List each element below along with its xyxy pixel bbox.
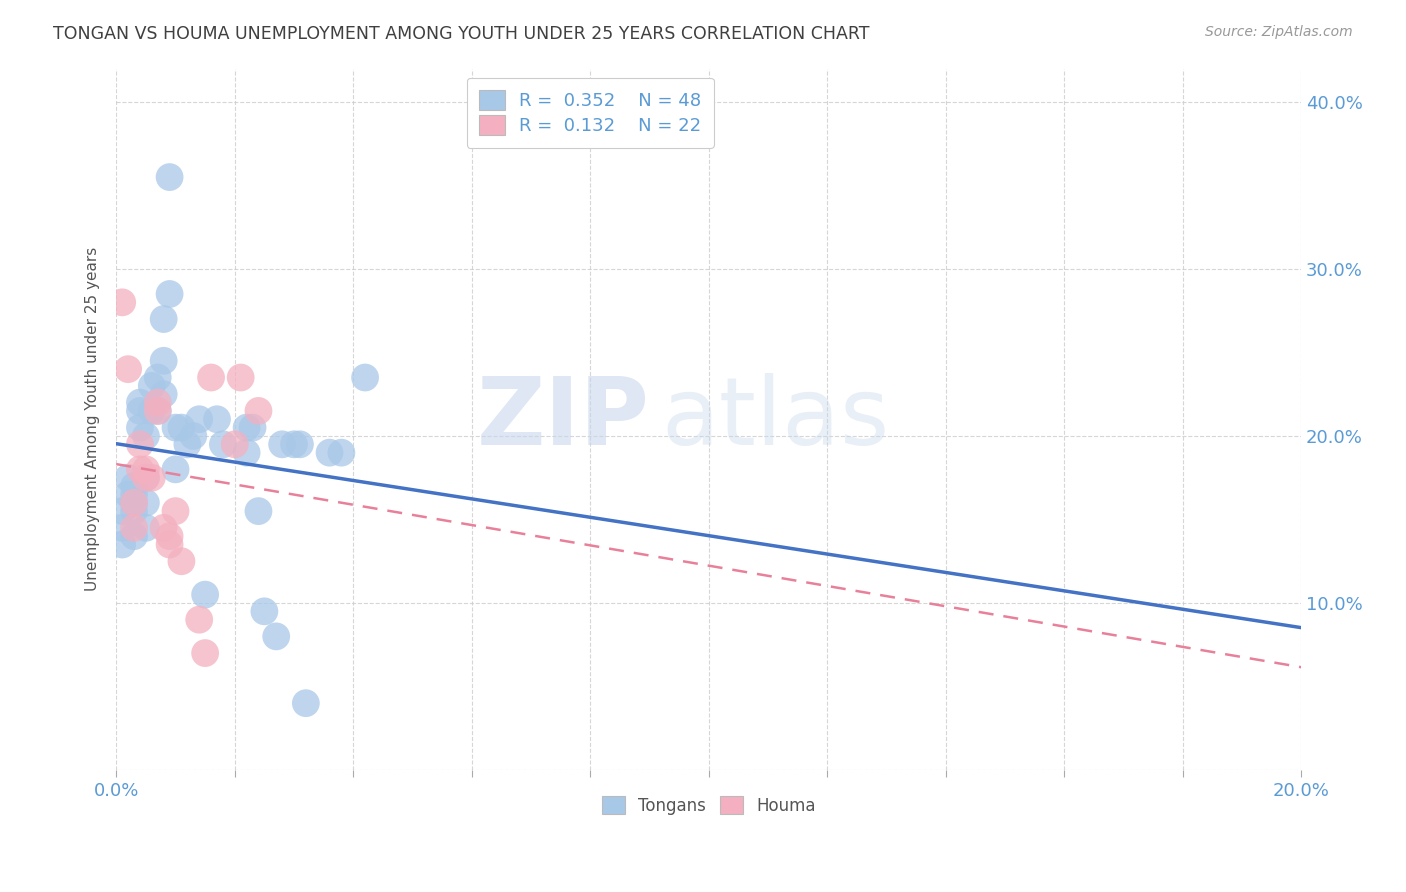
Point [253,604,276,618]
Point [224,437,246,451]
Text: ZIP: ZIP [477,373,650,466]
Point [122,496,145,510]
Point [122,487,145,501]
Point [165,420,187,434]
Point [152,312,174,326]
Point [152,353,174,368]
Point [188,613,211,627]
Legend: Tongans, Houma: Tongans, Houma [592,786,825,825]
Point [152,387,174,401]
Point [271,437,294,451]
Point [135,471,157,485]
Point [146,404,169,418]
Point [129,395,152,409]
Point [146,370,169,384]
Point [129,437,152,451]
Point [200,370,222,384]
Point [188,412,211,426]
Point [165,462,187,476]
Y-axis label: Unemployment Among Youth under 25 years: Unemployment Among Youth under 25 years [86,247,100,591]
Point [170,554,193,568]
Point [111,521,134,535]
Point [205,412,228,426]
Point [229,370,252,384]
Point [117,487,139,501]
Point [122,504,145,518]
Point [159,170,181,185]
Point [247,404,270,418]
Point [122,479,145,493]
Point [247,504,270,518]
Point [194,646,217,660]
Point [176,437,198,451]
Text: TONGAN VS HOUMA UNEMPLOYMENT AMONG YOUTH UNDER 25 YEARS CORRELATION CHART: TONGAN VS HOUMA UNEMPLOYMENT AMONG YOUTH… [53,25,870,43]
Point [235,420,257,434]
Point [141,404,163,418]
Point [141,471,163,485]
Point [135,471,157,485]
Point [146,404,169,418]
Point [141,379,163,393]
Point [146,395,169,409]
Point [135,462,157,476]
Text: Source: ZipAtlas.com: Source: ZipAtlas.com [1205,25,1353,39]
Point [152,521,174,535]
Point [122,529,145,543]
Point [159,537,181,551]
Point [135,521,157,535]
Point [122,521,145,535]
Point [288,437,311,451]
Point [129,404,152,418]
Point [354,370,377,384]
Point [117,471,139,485]
Point [111,537,134,551]
Point [295,696,318,710]
Point [159,287,181,301]
Point [117,362,139,376]
Point [129,420,152,434]
Point [283,437,305,451]
Point [212,437,235,451]
Point [318,445,340,459]
Point [165,504,187,518]
Text: atlas: atlas [661,373,890,466]
Point [111,295,134,310]
Point [111,504,134,518]
Point [194,588,217,602]
Point [181,429,204,443]
Point [159,529,181,543]
Point [170,420,193,434]
Point [122,496,145,510]
Point [330,445,353,459]
Point [235,445,257,459]
Point [135,429,157,443]
Point [129,462,152,476]
Point [135,496,157,510]
Point [264,629,287,643]
Point [242,420,264,434]
